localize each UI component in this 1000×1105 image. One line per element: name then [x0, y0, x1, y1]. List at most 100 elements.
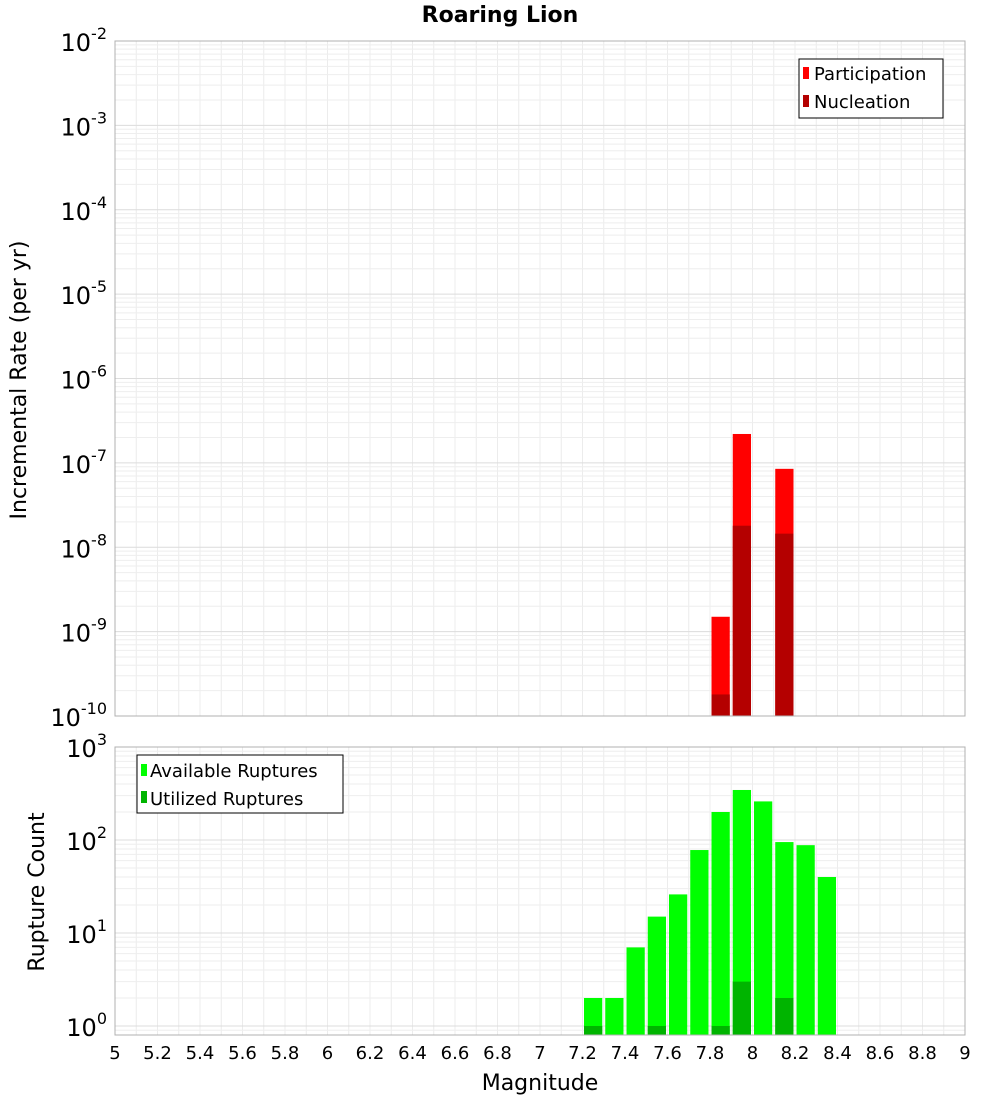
top-y-tick-label: 10-7: [61, 446, 108, 479]
y-tick-base: 10: [61, 620, 92, 648]
bottom-bar-series-0: [605, 997, 624, 1035]
y-tick-base: 10: [50, 704, 81, 732]
bottom-bar-series-0: [626, 947, 645, 1035]
top-y-tick-label: 10-2: [61, 24, 108, 57]
legend-swatch-participation: [803, 67, 809, 79]
top-y-tick-label: 10-9: [61, 615, 108, 648]
x-tick-label: 6.2: [356, 1043, 385, 1064]
y-tick-base: 10: [66, 1014, 97, 1042]
top-legend-box: [798, 58, 944, 119]
x-tick-label: 5.8: [271, 1043, 300, 1064]
top-legend: Participation Nucleation: [798, 58, 944, 119]
bottom-bar-series-0: [584, 997, 603, 1035]
bottom-bars: [584, 789, 836, 1035]
bottom-plot-frame: [114, 746, 966, 1036]
y-tick-exponent: -8: [91, 530, 107, 549]
bottom-bar-series-0: [796, 845, 815, 1035]
y-tick-exponent: 3: [97, 730, 107, 749]
y-tick-exponent: 1: [97, 916, 107, 935]
x-tick-label: 5.2: [143, 1043, 172, 1064]
bottom-bar-series-1: [775, 997, 794, 1035]
y-tick-exponent: -10: [81, 699, 107, 718]
x-tick-label: 7.2: [568, 1043, 597, 1064]
legend-label-nucleation: Nucleation: [814, 92, 910, 113]
x-tick-label: 8.6: [866, 1043, 895, 1064]
bottom-bar-series-0: [647, 916, 666, 1035]
top-y-tick-label: 10-6: [61, 362, 108, 395]
bottom-bar-series-0: [690, 850, 709, 1035]
x-tick-label: 7.4: [611, 1043, 640, 1064]
y-tick-base: 10: [61, 367, 92, 395]
y-tick-base: 10: [61, 198, 92, 226]
top-gridlines: [114, 41, 966, 717]
y-tick-base: 10: [61, 29, 92, 57]
bottom-y-tick-label: 101: [66, 916, 107, 949]
bottom-bar-series-1: [732, 981, 751, 1035]
top-bar-series-1: [711, 694, 730, 716]
bottom-bar-series-1: [584, 1025, 603, 1035]
bottom-bar-series-0: [669, 894, 688, 1035]
top-bar-series-1: [775, 533, 794, 716]
x-tick-label: 6.6: [441, 1043, 470, 1064]
bottom-y-tick-label: 102: [66, 823, 107, 856]
top-y-axis-label: Incremental Rate (per yr): [7, 241, 32, 520]
top-y-tick-label: 10-5: [61, 277, 108, 310]
top-bars: [711, 433, 794, 716]
y-tick-base: 10: [66, 921, 97, 949]
top-bar-series-1: [732, 525, 751, 716]
bottom-bar-series-0: [732, 789, 751, 1035]
top-y-tick-label: 10-8: [61, 530, 108, 563]
x-tick-label: 5: [109, 1043, 120, 1064]
y-tick-exponent: 2: [97, 823, 107, 842]
x-tick-label: 8.2: [781, 1043, 810, 1064]
bottom-bar-series-1: [711, 1025, 730, 1035]
y-tick-exponent: -9: [91, 615, 107, 634]
legend-swatch-nucleation: [803, 95, 809, 107]
bottom-bar-series-0: [817, 877, 836, 1035]
x-tick-label: 6.8: [483, 1043, 512, 1064]
y-tick-exponent: -7: [91, 446, 107, 465]
y-tick-exponent: -3: [91, 108, 107, 127]
y-tick-exponent: -4: [91, 193, 107, 212]
x-tick-label: 7.8: [696, 1043, 725, 1064]
y-tick-base: 10: [61, 113, 92, 141]
bottom-y-tick-label: 100: [66, 1009, 107, 1042]
bottom-legend: Available Ruptures Utilized Ruptures: [136, 754, 344, 814]
x-tick-label: 6.4: [398, 1043, 427, 1064]
bottom-legend-box: [136, 754, 344, 814]
bottom-y-axis-label: Rupture Count: [25, 812, 50, 972]
y-tick-exponent: 0: [97, 1009, 107, 1028]
top-y-tick-label: 10-4: [61, 193, 108, 226]
x-tick-label: 8.4: [823, 1043, 852, 1064]
x-tick-label: 9: [959, 1043, 970, 1064]
top-bar-series-0: [711, 616, 730, 716]
y-tick-base: 10: [61, 451, 92, 479]
y-tick-base: 10: [61, 535, 92, 563]
bottom-bar-series-1: [647, 1025, 666, 1035]
y-tick-base: 10: [66, 828, 97, 856]
y-tick-exponent: -6: [91, 362, 107, 381]
x-tick-label: 8: [747, 1043, 758, 1064]
x-tick-labels: 5 5.2 5.4 5.6 5.8 6 6.2 6.4 6.6 6.8 7 7.2 7.4 7.6 7.8 8…: [109, 1043, 970, 1064]
top-y-tick-label: 10-10: [50, 699, 107, 732]
bottom-bar-series-0: [711, 812, 730, 1035]
legend-label-available: Available Ruptures: [150, 761, 318, 782]
y-tick-exponent: -5: [91, 277, 107, 296]
legend-swatch-available: [141, 764, 147, 776]
top-y-tick-label: 10-3: [61, 108, 108, 141]
legend-swatch-utilized: [141, 791, 147, 803]
chart-title: Roaring Lion: [422, 3, 579, 28]
y-tick-exponent: -2: [91, 24, 107, 43]
x-tick-label: 6: [322, 1043, 333, 1064]
x-tick-label: 7.6: [653, 1043, 682, 1064]
legend-label-participation: Participation: [814, 64, 926, 85]
x-tick-label: 5.4: [186, 1043, 215, 1064]
bottom-bar-series-0: [754, 801, 773, 1035]
legend-label-utilized: Utilized Ruptures: [150, 789, 303, 810]
